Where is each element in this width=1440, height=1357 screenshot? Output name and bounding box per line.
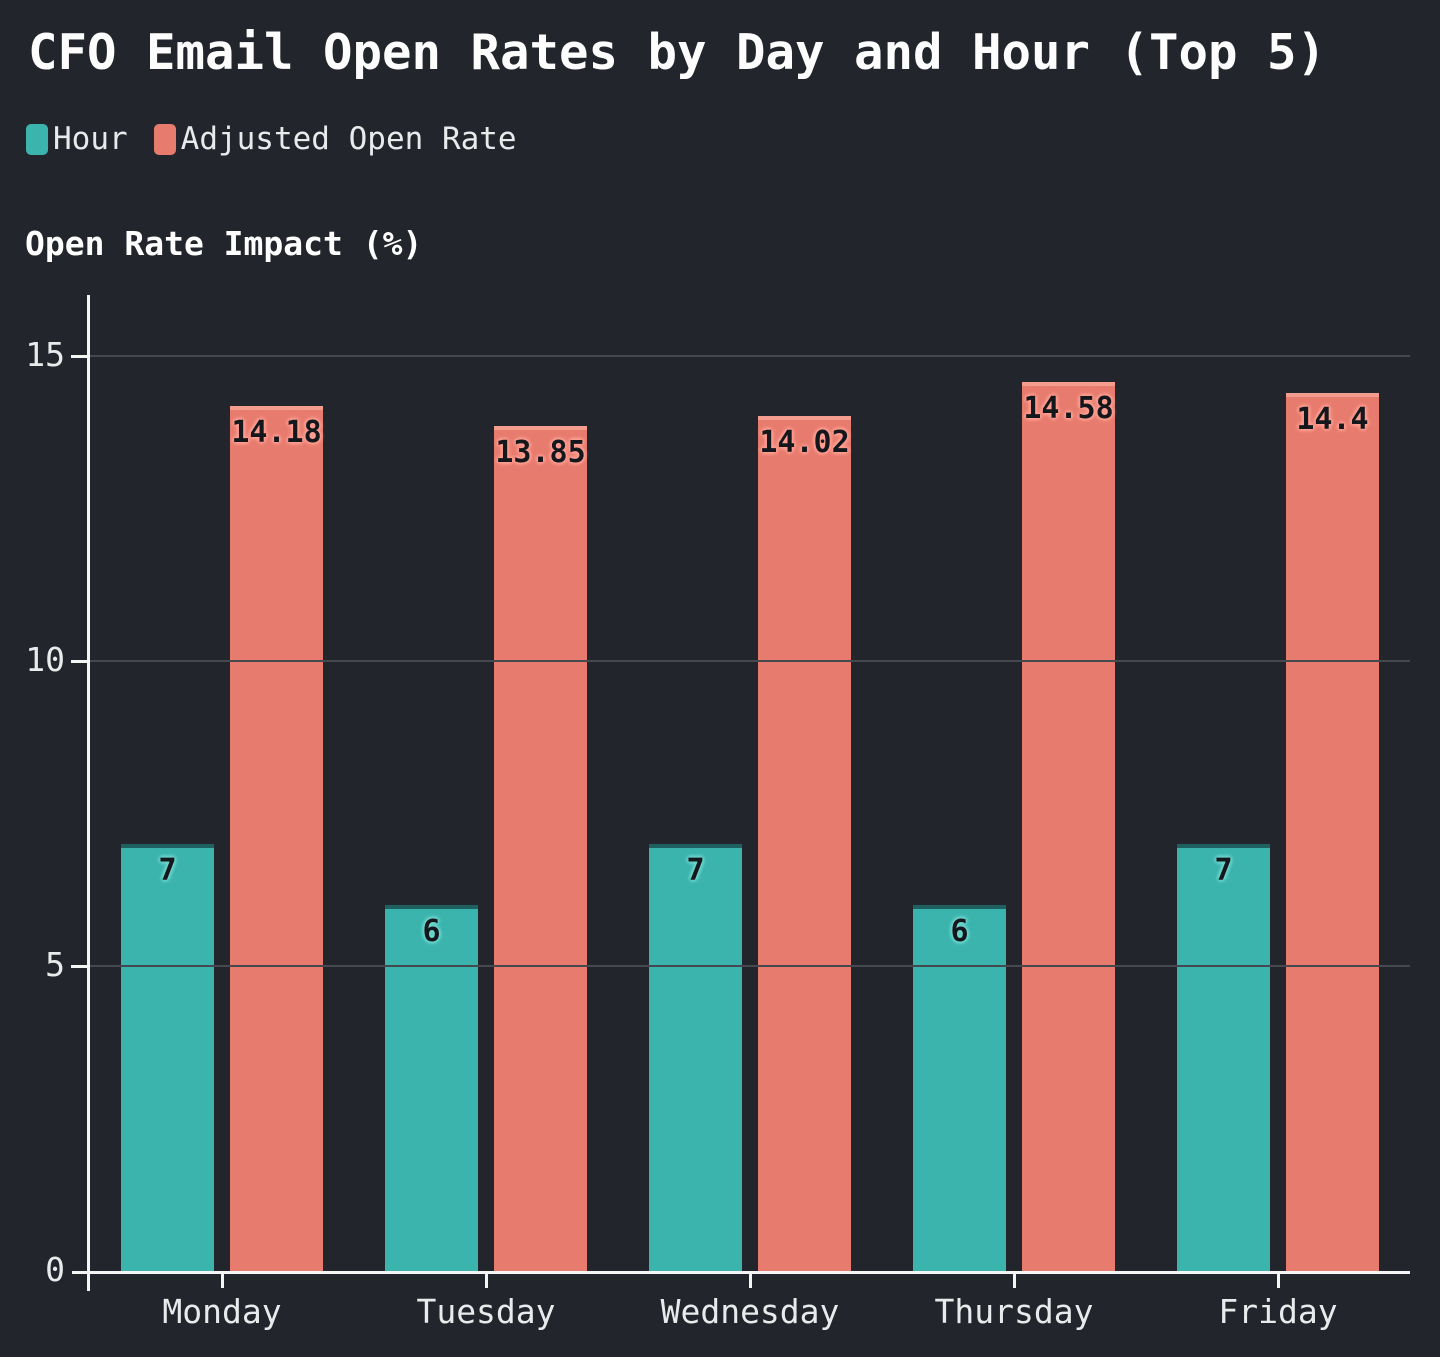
bar-group-thursday: 6 14.58 [882,295,1146,1271]
legend-item-hour: Hour [26,121,128,157]
y-axis-tick-5 [71,964,87,968]
gridline-15 [90,355,1410,357]
bar-value-label: 13.85 [495,435,586,471]
x-axis-tick-monday [220,1271,224,1288]
bar-adjusted-open-rate-wednesday: 14.02 [758,415,851,1271]
y-axis-tick-label-0: 0 [45,1250,65,1289]
y-axis-tick-label-5: 5 [45,945,65,984]
x-axis-line [72,1271,1410,1274]
x-axis-label-wednesday: Wednesday [660,1292,840,1331]
x-axis-tick-thursday [1012,1271,1016,1288]
bar-hour-thursday: 6 [913,905,1006,1271]
legend-label-adjusted-open-rate: Adjusted Open Rate [180,121,517,157]
chart-legend: Hour Adjusted Open Rate [26,121,517,157]
bar-value-label: 14.58 [1023,390,1114,426]
legend-item-adjusted-open-rate: Adjusted Open Rate [153,121,517,157]
y-axis-title: Open Rate Impact (%) [25,224,423,263]
chart-title: CFO Email Open Rates by Day and Hour (To… [28,24,1327,81]
bar-value-label: 7 [1214,853,1233,888]
x-axis-tick-tuesday [484,1271,488,1288]
x-axis-label-monday: Monday [162,1292,282,1331]
x-axis-label-thursday: Thursday [934,1292,1094,1331]
y-axis-tick-label-15: 15 [25,335,65,374]
y-axis-tick-10 [71,659,87,663]
bar-hour-friday: 7 [1177,844,1270,1271]
bar-hour-monday: 7 [121,844,214,1271]
bar-adjusted-open-rate-friday: 14.4 [1286,392,1379,1271]
bar-hour-tuesday: 6 [385,905,478,1271]
bar-value-label: 14.18 [231,415,322,451]
adjusted-open-rate-series-swatch-icon [153,123,176,155]
x-axis-label-friday: Friday [1218,1292,1338,1331]
bar-group-monday: 7 14.18 [90,295,354,1271]
legend-label-hour: Hour [53,121,128,157]
bar-group-friday: 7 14.4 [1146,295,1410,1271]
gridline-5 [90,965,1410,967]
x-axis-tick-friday [1276,1271,1280,1288]
bar-value-label: 14.4 [1296,401,1369,437]
bars-area: 7 14.18 6 13.85 7 14.02 6 14.58 7 14.4 [90,295,1410,1271]
bar-adjusted-open-rate-monday: 14.18 [230,406,323,1271]
plot-area: 7 14.18 6 13.85 7 14.02 6 14.58 7 14.4 0 5 10 15 Mond… [25,295,1410,1331]
bar-value-label: 6 [422,914,441,949]
y-axis-tick-15 [71,354,87,358]
bar-value-label: 14.02 [759,424,850,460]
bar-group-tuesday: 6 13.85 [354,295,618,1271]
x-axis-tick-wednesday [748,1271,752,1288]
bar-adjusted-open-rate-thursday: 14.58 [1022,381,1115,1271]
bar-value-label: 7 [686,853,705,888]
x-axis-label-tuesday: Tuesday [416,1292,556,1331]
bar-hour-wednesday: 7 [649,844,742,1271]
y-axis-line [87,295,90,1291]
bar-value-label: 6 [950,914,969,949]
bar-adjusted-open-rate-tuesday: 13.85 [494,426,587,1271]
gridline-10 [90,660,1410,662]
hour-series-swatch-icon [26,123,48,155]
bar-group-wednesday: 7 14.02 [618,295,882,1271]
bar-value-label: 7 [158,853,177,888]
y-axis-tick-label-10: 10 [25,640,65,679]
